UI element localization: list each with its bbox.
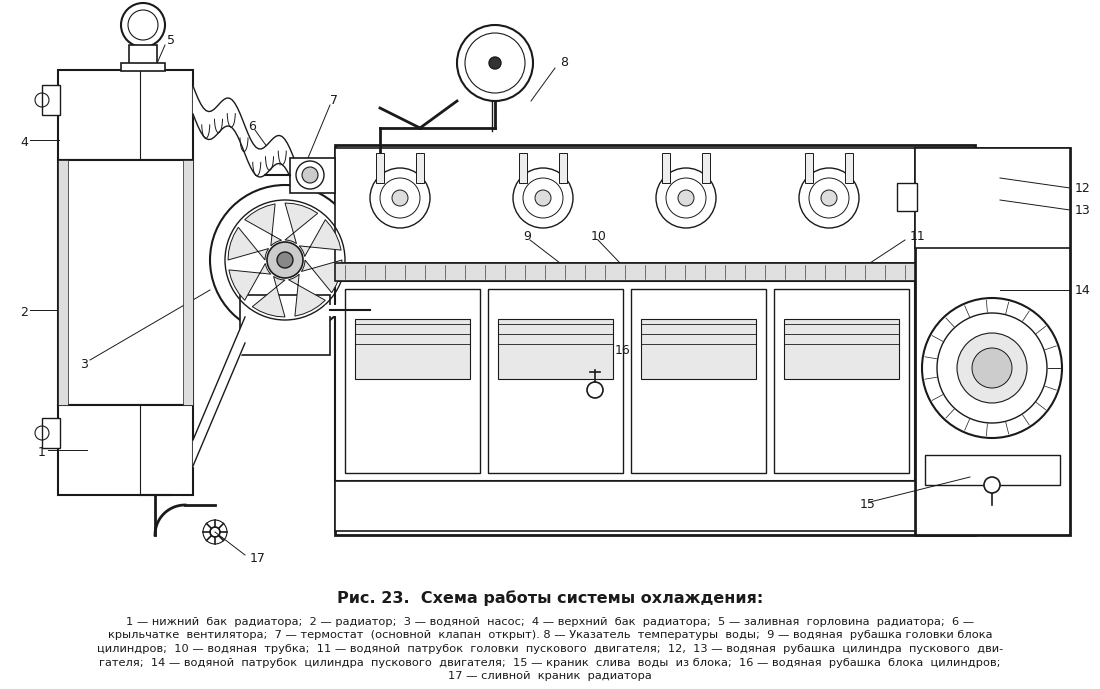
Polygon shape (229, 263, 271, 300)
Circle shape (984, 477, 1000, 493)
Circle shape (456, 25, 534, 101)
Bar (490, 389, 622, 469)
Bar (925, 455, 1060, 485)
Bar (129, 45, 157, 65)
Bar (336, 263, 915, 281)
Bar (784, 319, 899, 379)
Text: 15: 15 (860, 499, 876, 511)
Text: гателя;  14 — водяной  патрубок  цилиндра  пускового  двигателя;  15 — краник  с: гателя; 14 — водяной патрубок цилиндра п… (99, 657, 1001, 668)
Bar (641, 319, 756, 379)
Text: 11: 11 (910, 231, 926, 243)
Circle shape (210, 185, 360, 335)
Bar (498, 319, 613, 379)
Circle shape (370, 168, 430, 228)
Bar (60, 407, 191, 493)
Text: крыльчатке  вентилятора;  7 — термостат  (основной  клапан  открыт). 8 — Указате: крыльчатке вентилятора; 7 — термостат (о… (108, 630, 992, 641)
Circle shape (121, 3, 165, 47)
Circle shape (821, 190, 837, 206)
Circle shape (490, 57, 500, 69)
Polygon shape (228, 227, 268, 260)
Text: 16: 16 (615, 344, 630, 356)
Polygon shape (244, 204, 282, 246)
Bar (416, 153, 424, 183)
Bar (42, 85, 60, 115)
Text: 8: 8 (560, 56, 568, 70)
Bar (121, 63, 165, 71)
Text: 1 — нижний  бак  радиатора;  2 — радиатор;  3 — водяной  насос;  4 — верхний  ба: 1 — нижний бак радиатора; 2 — радиатор; … (125, 617, 975, 627)
Bar (337, 150, 913, 261)
Text: 6: 6 (248, 121, 256, 134)
Bar (915, 148, 1070, 535)
Bar (58, 160, 68, 405)
Bar (805, 153, 813, 183)
Circle shape (392, 190, 408, 206)
Polygon shape (288, 274, 326, 316)
Bar (336, 145, 975, 535)
Bar (337, 483, 913, 529)
Text: 10: 10 (591, 231, 607, 243)
Bar (896, 183, 917, 211)
Circle shape (513, 168, 573, 228)
Bar (336, 148, 915, 263)
Circle shape (296, 161, 324, 189)
Text: 12: 12 (1075, 181, 1091, 194)
Bar (776, 389, 908, 469)
Bar (488, 289, 623, 473)
Circle shape (535, 190, 551, 206)
Text: Рис. 23.  Схема работы системы охлаждения:: Рис. 23. Схема работы системы охлаждения… (337, 590, 763, 606)
Bar (632, 389, 764, 469)
Circle shape (678, 190, 694, 206)
Text: 7: 7 (330, 94, 338, 107)
Text: 9: 9 (522, 231, 531, 243)
Bar (519, 153, 527, 183)
Polygon shape (252, 276, 285, 317)
Circle shape (799, 168, 859, 228)
Circle shape (972, 348, 1012, 388)
Circle shape (656, 168, 716, 228)
Bar (631, 289, 766, 473)
Bar (346, 389, 478, 469)
Bar (702, 153, 710, 183)
Bar (183, 160, 192, 405)
Polygon shape (299, 220, 341, 256)
Circle shape (957, 333, 1027, 403)
Text: 14: 14 (1075, 283, 1091, 296)
Text: 2: 2 (20, 307, 28, 320)
Bar (42, 418, 60, 448)
Circle shape (302, 167, 318, 183)
Text: 13: 13 (1075, 203, 1091, 216)
Bar (774, 289, 909, 473)
Bar (915, 148, 1070, 248)
Text: цилиндров;  10 — водяная  трубка;  11 — водяной  патрубок  головки  пускового  д: цилиндров; 10 — водяная трубка; 11 — вод… (97, 644, 1003, 654)
Bar (240, 295, 330, 355)
Text: 17 — сливной  краник  радиатора: 17 — сливной краник радиатора (448, 671, 652, 681)
Text: 4: 4 (20, 136, 28, 150)
Circle shape (128, 10, 158, 40)
Circle shape (267, 242, 303, 278)
Bar (60, 72, 191, 158)
Text: 5: 5 (167, 34, 175, 46)
Bar (845, 153, 853, 183)
Text: 17: 17 (250, 551, 266, 564)
Bar (662, 153, 670, 183)
Bar (336, 481, 915, 531)
Bar (58, 160, 192, 405)
Text: 1: 1 (39, 446, 46, 458)
Bar (290, 158, 336, 193)
Bar (336, 281, 915, 481)
Bar (917, 150, 1068, 246)
Polygon shape (301, 260, 342, 293)
Bar (376, 153, 384, 183)
Polygon shape (285, 203, 318, 244)
Circle shape (277, 252, 293, 268)
Circle shape (587, 382, 603, 398)
Bar (58, 70, 192, 160)
Bar (559, 153, 566, 183)
Bar (355, 319, 470, 379)
Bar (58, 405, 192, 495)
Bar (345, 289, 480, 473)
Text: 3: 3 (80, 358, 88, 371)
Circle shape (922, 298, 1062, 438)
